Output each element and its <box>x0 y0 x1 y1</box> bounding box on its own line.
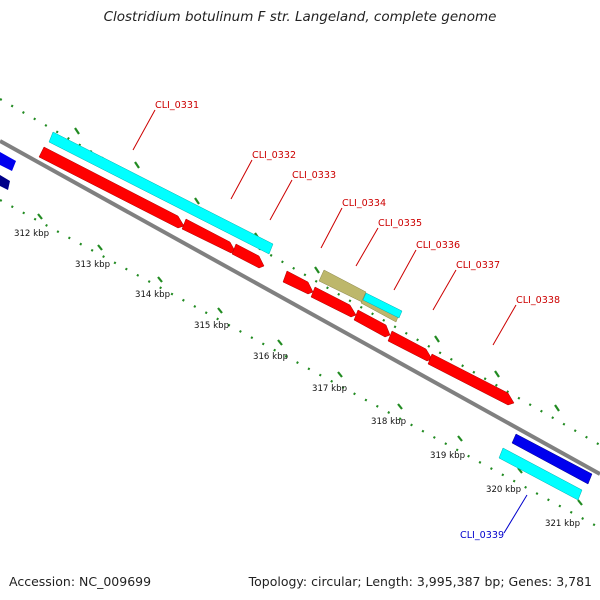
leader-line <box>432 269 457 311</box>
inner-gc-major-ticks <box>37 213 583 506</box>
ruler-labels: 312 kbp 313 kbp 314 kbp 315 kbp 316 kbp … <box>14 229 580 529</box>
leader-line <box>132 109 156 151</box>
red-cds-arrows <box>38 146 515 406</box>
gene-labels: CLI_0331 CLI_0332 CLI_0333 CLI_0334 CLI_… <box>132 100 560 541</box>
bottom-right-features <box>498 433 593 501</box>
tick-label: 313 kbp <box>75 260 110 270</box>
tick-label: 316 kbp <box>253 352 288 362</box>
gene-label-cli-0333: CLI_0333 <box>292 170 336 181</box>
cyan-feature-0335 <box>362 292 403 319</box>
cds-arrow <box>353 309 391 338</box>
cds-reverse-feature <box>511 433 593 485</box>
left-edge-features <box>0 152 16 190</box>
cds-reverse-feature <box>0 175 10 190</box>
gene-label-cli-0331: CLI_0331 <box>155 100 199 111</box>
leader-line <box>355 227 379 267</box>
gene-label-cli-0339: CLI_0339 <box>460 530 504 541</box>
genome-backbone <box>0 139 600 476</box>
cyan-feature-0331 <box>48 131 274 255</box>
cds-arrow <box>387 330 433 362</box>
tick-label: 314 kbp <box>135 290 170 300</box>
khaki-feature <box>318 269 367 303</box>
inner-gc-ticks <box>0 199 600 529</box>
tick-label: 315 kbp <box>194 321 229 331</box>
cds-arrow <box>231 243 265 269</box>
tick-label: 319 kbp <box>430 451 465 461</box>
gene-label-cli-0332: CLI_0332 <box>252 150 296 161</box>
leader-line <box>503 494 528 534</box>
genome-summary-text: Topology: circular; Length: 3,995,387 bp… <box>248 574 592 589</box>
tick-label: 312 kbp <box>14 229 49 239</box>
gene-label-cli-0334: CLI_0334 <box>342 198 386 209</box>
gene-label-cli-0337: CLI_0337 <box>456 260 500 271</box>
cds-arrow <box>310 286 357 318</box>
gene-label-cli-0338: CLI_0338 <box>516 295 560 306</box>
tick-label: 318 kbp <box>371 417 406 427</box>
gene-label-cli-0335: CLI_0335 <box>378 218 422 229</box>
map-title: Clostridium botulinum F str. Langeland, … <box>103 9 497 25</box>
cds-arrow <box>38 146 185 229</box>
cds-arrow <box>181 218 236 254</box>
tick-label: 320 kbp <box>486 485 521 495</box>
tick-label: 321 kbp <box>545 519 580 529</box>
cyan-feature-0339 <box>498 447 583 501</box>
tick-label: 317 kbp <box>312 384 347 394</box>
leader-line <box>230 159 253 200</box>
cds-arrow <box>282 270 314 295</box>
accession-text: Accession: NC_009699 <box>9 574 152 589</box>
cds-arrow <box>427 353 515 406</box>
leader-line <box>492 304 517 346</box>
leader-line <box>320 207 343 249</box>
cds-reverse-feature <box>0 152 16 171</box>
leader-line <box>269 179 293 221</box>
gene-label-cli-0336: CLI_0336 <box>416 240 460 251</box>
leader-line <box>393 249 417 291</box>
